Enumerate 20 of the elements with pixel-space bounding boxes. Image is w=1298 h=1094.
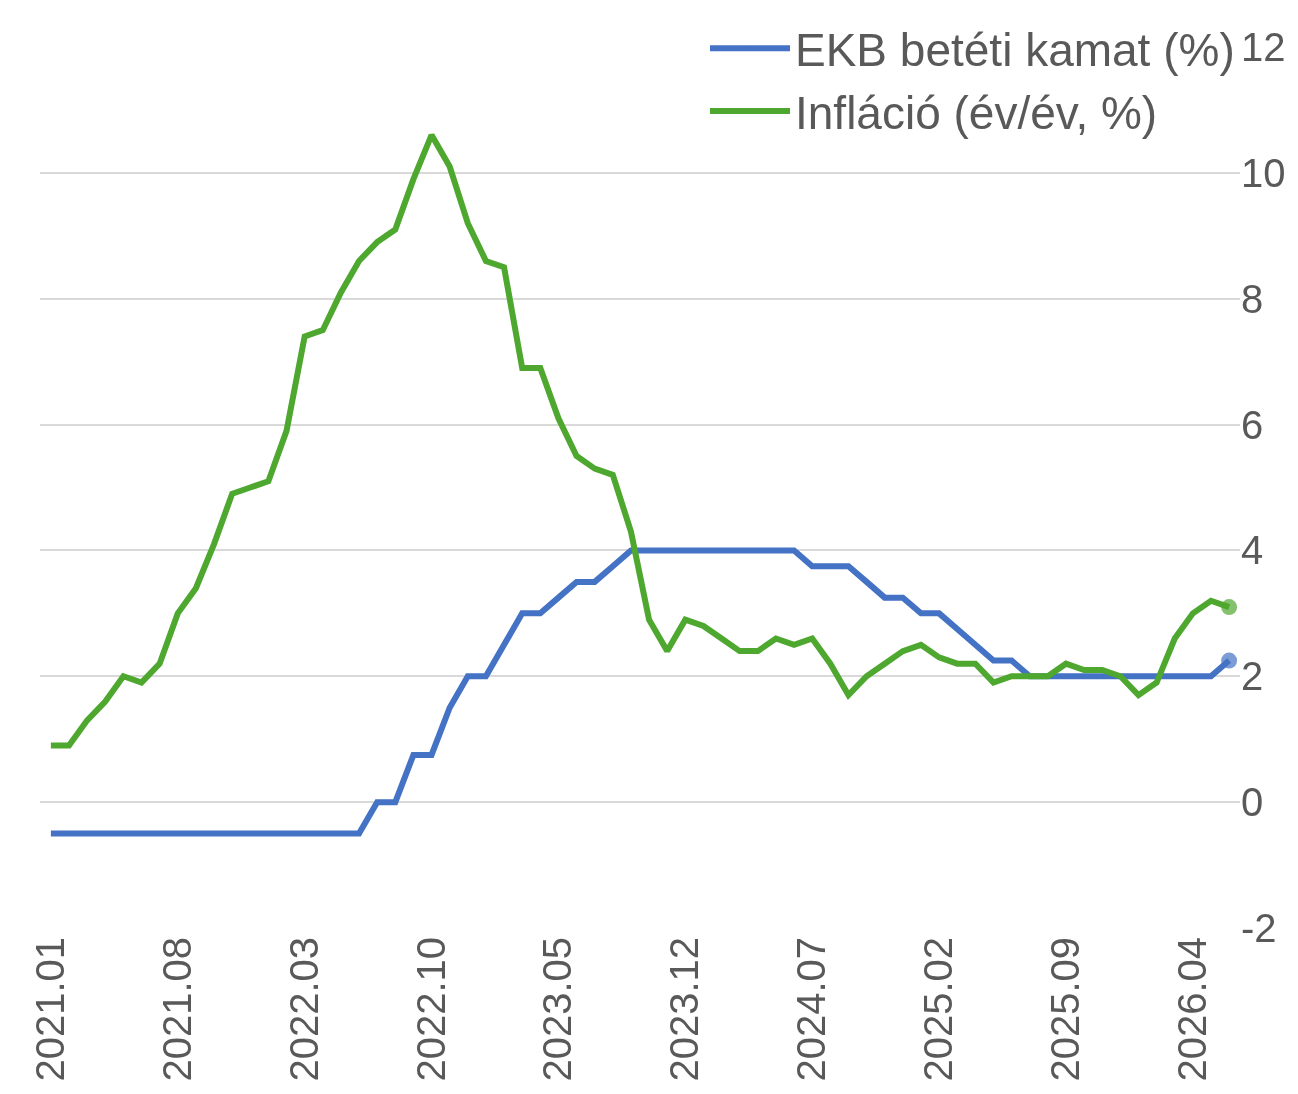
x-tick-label: 2022.03	[281, 937, 326, 1082]
x-tick-label: 2023.05	[535, 937, 580, 1082]
y-tick-label: 12	[1241, 25, 1286, 69]
x-tick-label: 2022.10	[408, 937, 453, 1082]
y-tick-label: 10	[1241, 150, 1286, 195]
y-tick-label: 2	[1241, 654, 1264, 699]
x-tick-label: 2025.02	[916, 937, 961, 1082]
x-tick-label: 2024.07	[789, 937, 834, 1082]
x-tick-label: 2021.01	[27, 937, 72, 1082]
y-tick-label: 4	[1241, 528, 1264, 573]
y-tick-label: 8	[1241, 276, 1264, 321]
y-tick-label: -2	[1241, 906, 1277, 950]
x-tick-label: 2021.08	[154, 937, 199, 1082]
x-tick-label: 2025.09	[1042, 937, 1087, 1082]
legend-label: Infláció (év/év, %)	[795, 86, 1158, 139]
x-tick-label: 2023.12	[662, 937, 707, 1082]
legend-label: EKB betéti kamat (%)	[795, 24, 1235, 77]
y-tick-label: 0	[1241, 780, 1264, 825]
x-tick-label: 2026.04	[1169, 937, 1214, 1082]
y-tick-label: 6	[1241, 402, 1264, 447]
